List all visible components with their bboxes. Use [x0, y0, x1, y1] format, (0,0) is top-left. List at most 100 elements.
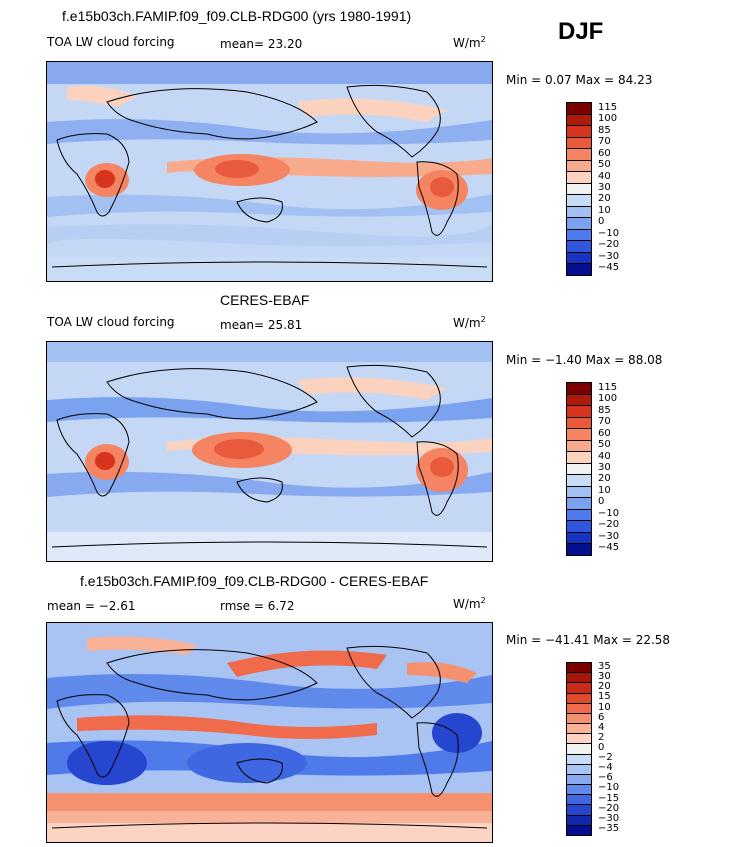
colorbar-swatch [567, 693, 591, 704]
colorbar-tick-label: 20 [598, 681, 611, 693]
panel3-minmax: Min = −41.41 Max = 22.58 [506, 633, 671, 647]
panel1-colorbar [566, 102, 592, 276]
colorbar-tick-label: −10 [598, 507, 620, 519]
colorbar-tick-label: 10 [598, 701, 611, 713]
colorbar-tick-label: −6 [598, 772, 613, 784]
panel3-colorbar [566, 662, 592, 836]
colorbar-swatch [567, 683, 591, 694]
colorbar-tick-label: 0 [598, 742, 605, 753]
colorbar-swatch [567, 394, 591, 407]
colorbar-swatch [567, 774, 591, 786]
colorbar-swatch [567, 452, 591, 464]
panel2-title: CERES-EBAF [220, 292, 310, 308]
colorbar-swatch [567, 264, 591, 275]
colorbar-tick-label: −15 [598, 792, 620, 804]
colorbar-tick-label: 30 [598, 462, 611, 473]
panel2-colorbar [566, 382, 592, 556]
colorbar-swatch [567, 724, 591, 735]
colorbar-swatch [567, 734, 591, 745]
season-label: DJF [558, 18, 604, 45]
panel3-title: f.e15b03ch.FAMIP.f09_f09.CLB-RDG00 - CER… [80, 573, 429, 589]
colorbar-tick-label: 85 [598, 124, 611, 136]
colorbar-swatch [567, 764, 591, 775]
colorbar-tick-label: 30 [598, 671, 611, 683]
colorbar-swatch [567, 532, 591, 545]
colorbar-tick-label: 50 [598, 439, 611, 451]
colorbar-tick-label: 10 [598, 204, 611, 216]
colorbar-swatch [567, 172, 591, 184]
colorbar-swatch [567, 663, 591, 674]
colorbar-tick-label: −30 [598, 812, 620, 824]
colorbar-swatch [567, 383, 591, 395]
colorbar-swatch [567, 825, 591, 835]
colorbar-tick-label: −35 [598, 822, 620, 834]
colorbar-tick-label: −10 [598, 227, 620, 239]
colorbar-tick-label: −45 [598, 542, 620, 554]
panel2-left-label: TOA LW cloud forcing [47, 315, 175, 329]
panel1-minmax: Min = 0.07 Max = 84.23 [506, 73, 653, 87]
colorbar-tick-label: 0 [598, 216, 605, 228]
colorbar-swatch [567, 195, 591, 207]
colorbar-tick-label: −20 [598, 519, 620, 531]
colorbar-swatch [567, 486, 591, 499]
colorbar-swatch [567, 744, 591, 755]
colorbar-swatch [567, 463, 591, 476]
panel2-minmax: Min = −1.40 Max = 88.08 [506, 353, 663, 367]
panel3-map [46, 622, 493, 843]
colorbar-tick-label: 20 [598, 193, 611, 205]
colorbar-swatch [567, 795, 591, 806]
colorbar-swatch [567, 241, 591, 253]
colorbar-swatch [567, 229, 591, 242]
panel3-units: W/m2 [453, 596, 486, 611]
colorbar-swatch [567, 417, 591, 430]
colorbar-swatch [567, 785, 591, 796]
colorbar-tick-label: −2 [598, 752, 613, 764]
colorbar-swatch [567, 114, 591, 127]
colorbar-swatch [567, 252, 591, 265]
colorbar-swatch [567, 103, 591, 115]
colorbar-tick-label: 60 [598, 147, 611, 159]
colorbar-swatch [567, 509, 591, 522]
colorbar-tick-label: 60 [598, 427, 611, 439]
colorbar-tick-label: −30 [598, 250, 620, 262]
colorbar-tick-label: 15 [598, 691, 611, 703]
colorbar-swatch [567, 429, 591, 441]
panel2-colorbar-labels: 115 100 85 70 60 50 40 30 20 10 0 −10 −20 −30 −45 [598, 382, 638, 554]
colorbar-swatch [567, 183, 591, 196]
colorbar-tick-label: 85 [598, 404, 611, 416]
colorbar-tick-label: 10 [598, 484, 611, 496]
colorbar-tick-label: 115 [598, 381, 618, 393]
colorbar-tick-label: 35 [598, 661, 611, 673]
colorbar-tick-label: −45 [598, 262, 620, 274]
colorbar-swatch [567, 218, 591, 230]
panel1-mean-label: mean= 23.20 [220, 37, 303, 51]
colorbar-swatch [567, 160, 591, 173]
colorbar-tick-label: 2 [598, 731, 605, 743]
colorbar-swatch [567, 521, 591, 533]
panel1-units: W/m2 [453, 35, 486, 50]
colorbar-swatch [567, 805, 591, 816]
panel2-map [46, 341, 493, 562]
colorbar-swatch [567, 206, 591, 219]
colorbar-swatch [567, 498, 591, 510]
colorbar-swatch [567, 149, 591, 161]
colorbar-swatch [567, 440, 591, 453]
colorbar-swatch [567, 475, 591, 487]
colorbar-tick-label: 40 [598, 170, 611, 182]
colorbar-swatch [567, 703, 591, 714]
panel3-mean-label: mean = −2.61 [47, 599, 136, 613]
colorbar-tick-label: −20 [598, 239, 620, 251]
panel1-colorbar-labels: 115 100 85 70 60 50 40 30 20 10 0 −10 −20 −30 −45 [598, 102, 638, 274]
colorbar-tick-label: 40 [598, 450, 611, 462]
colorbar-swatch [567, 815, 591, 826]
colorbar-swatch [567, 713, 591, 725]
panel1-left-label: TOA LW cloud forcing [47, 35, 175, 49]
colorbar-swatch [567, 126, 591, 138]
colorbar-tick-label: −10 [598, 782, 620, 794]
colorbar-swatch [567, 754, 591, 765]
colorbar-tick-label: 4 [598, 721, 605, 733]
colorbar-swatch [567, 673, 591, 684]
colorbar-tick-label: 0 [598, 496, 605, 508]
colorbar-tick-label: 70 [598, 136, 611, 148]
colorbar-tick-label: 50 [598, 159, 611, 171]
